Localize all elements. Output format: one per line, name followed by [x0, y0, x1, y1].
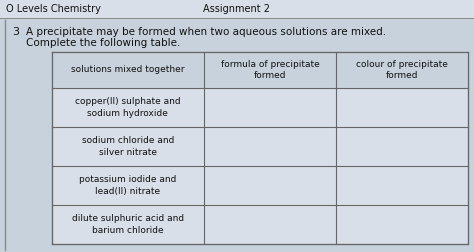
Text: copper(II) sulphate and
sodium hydroxide: copper(II) sulphate and sodium hydroxide: [75, 98, 181, 117]
Text: formula of precipitate
formed: formula of precipitate formed: [220, 60, 319, 80]
Text: Assignment 2: Assignment 2: [203, 4, 271, 14]
Text: O Levels Chemistry: O Levels Chemistry: [6, 4, 101, 14]
Text: colour of precipitate
formed: colour of precipitate formed: [356, 60, 448, 80]
Bar: [0, 0, 474, 18]
Text: Complete the following table.: Complete the following table.: [26, 38, 181, 48]
Text: A precipitate may be formed when two aqueous solutions are mixed.: A precipitate may be formed when two aqu…: [26, 27, 386, 37]
Text: dilute sulphuric acid and
barium chloride: dilute sulphuric acid and barium chlorid…: [72, 214, 184, 235]
Bar: [52, 52, 468, 88]
Text: 3: 3: [12, 27, 19, 37]
Bar: [52, 52, 468, 244]
Text: sodium chloride and
silver nitrate: sodium chloride and silver nitrate: [82, 136, 174, 156]
Text: potassium iodide and
lead(II) nitrate: potassium iodide and lead(II) nitrate: [79, 175, 177, 196]
Text: solutions mixed together: solutions mixed together: [71, 66, 185, 75]
